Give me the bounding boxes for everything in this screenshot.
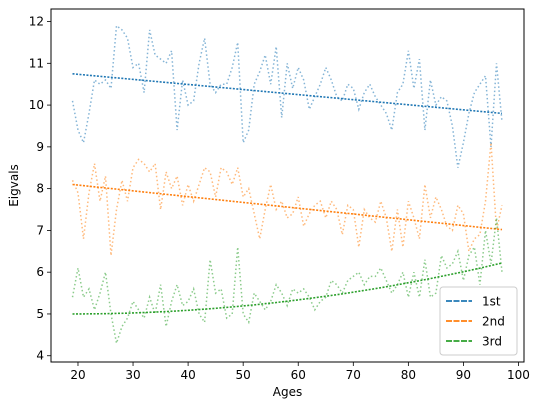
plot-area xyxy=(71,24,503,344)
legend-label-1st: 1st xyxy=(482,295,501,309)
x-tick-label: 50 xyxy=(236,368,251,382)
series-3rd-trend-line xyxy=(72,262,503,315)
legend-box xyxy=(439,286,518,356)
series-3rd-data-line xyxy=(71,217,503,344)
legend-label-2nd: 2nd xyxy=(482,315,505,329)
y-tick-label: 8 xyxy=(36,182,44,196)
y-tick-label: 10 xyxy=(29,98,44,112)
axes-frame xyxy=(50,8,525,363)
y-tick-label: 12 xyxy=(29,15,44,29)
legend-label-3rd: 3rd xyxy=(482,335,502,349)
series-2nd-trend-line xyxy=(72,183,503,231)
x-tick-label: 60 xyxy=(291,368,306,382)
series-2nd-data-line xyxy=(71,142,503,256)
x-tick-label: 70 xyxy=(346,368,361,382)
x-tick-label: 90 xyxy=(456,368,471,382)
x-tick-label: 30 xyxy=(125,368,140,382)
y-tick-label: 6 xyxy=(36,265,44,279)
x-tick-label: 100 xyxy=(507,368,530,382)
x-tick-label: 80 xyxy=(401,368,416,382)
series-1st-trend-line xyxy=(72,73,503,115)
x-tick-label: 40 xyxy=(180,368,195,382)
y-tick-label: 7 xyxy=(36,223,44,237)
x-tick-label: 20 xyxy=(70,368,85,382)
tick-group: 20 30 40 50 60 70 80 90 100 4 5 6 7 8 9 10 11 12 xyxy=(29,15,530,382)
y-tick-label: 9 xyxy=(36,140,44,154)
y-axis-label: Eigvals xyxy=(7,164,21,207)
y-tick-label: 4 xyxy=(36,349,44,363)
y-tick-label: 11 xyxy=(29,56,44,70)
legend: 1st 2nd 3rd xyxy=(439,286,518,356)
series-1st-data-line xyxy=(71,24,503,168)
y-tick-label: 5 xyxy=(36,307,44,321)
x-axis-label: Ages xyxy=(273,385,302,399)
